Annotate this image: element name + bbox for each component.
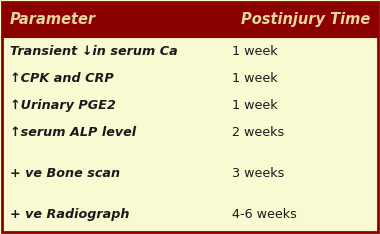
Text: ↑CPK and CRP: ↑CPK and CRP [10,72,114,85]
Text: Parameter: Parameter [10,12,96,27]
Text: Postinjury Time: Postinjury Time [241,12,370,27]
Bar [2,2,378,37]
Text: 1 week: 1 week [232,45,278,58]
Text: 1 week: 1 week [232,72,278,85]
Text: 2 weeks: 2 weeks [232,126,284,139]
Text: ↑Urinary PGE2: ↑Urinary PGE2 [10,99,116,112]
Text: + ve Radiograph: + ve Radiograph [10,208,130,221]
Text: Transient ↓in serum Ca: Transient ↓in serum Ca [10,45,178,58]
Text: 1 week: 1 week [232,99,278,112]
Text: + ve Bone scan: + ve Bone scan [10,167,120,180]
Text: 4-6 weeks: 4-6 weeks [232,208,297,221]
Text: 3 weeks: 3 weeks [232,167,284,180]
Text: ↑serum ALP level: ↑serum ALP level [10,126,136,139]
